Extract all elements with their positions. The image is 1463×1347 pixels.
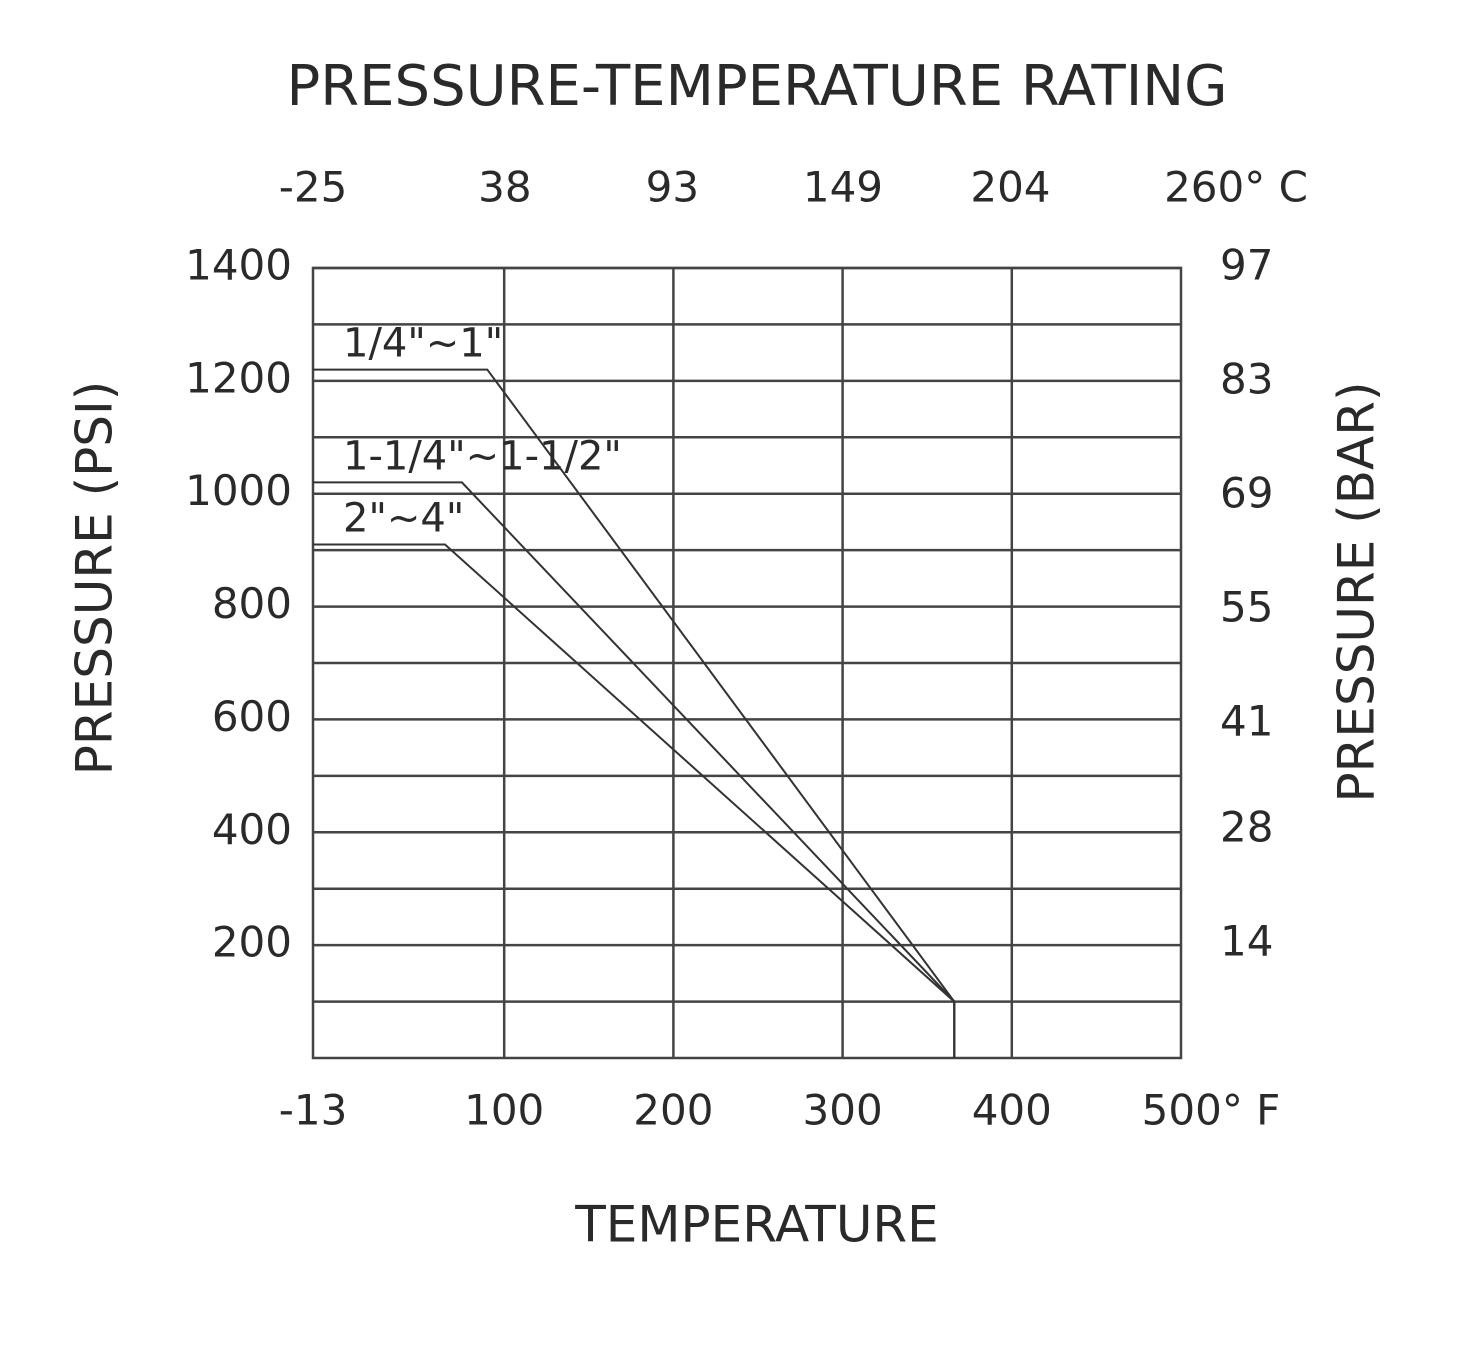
y-tick-label: 400 bbox=[212, 805, 292, 854]
y2-tick-label: 55 bbox=[1220, 583, 1273, 632]
y2-tick-label: 97 bbox=[1220, 241, 1273, 290]
y-tick-label: 1400 bbox=[185, 241, 292, 290]
x2-tick-label: -25 bbox=[279, 163, 348, 212]
x-tick-label: 500° F bbox=[1142, 1086, 1281, 1135]
x2-tick-label: 260° C bbox=[1164, 163, 1308, 212]
y2-tick-label: 28 bbox=[1220, 802, 1273, 851]
y-tick-label: 200 bbox=[212, 918, 292, 967]
x2-tick-label: 204 bbox=[970, 163, 1050, 212]
y2-tick-label: 14 bbox=[1220, 916, 1273, 965]
x2-tick-label: 38 bbox=[478, 163, 531, 212]
y2-tick-label: 41 bbox=[1220, 697, 1273, 746]
series-line bbox=[313, 543, 956, 1058]
y-tick-label: 800 bbox=[212, 579, 292, 628]
y-tick-label: 600 bbox=[212, 692, 292, 741]
series-label: 1/4"~1" bbox=[343, 321, 503, 367]
x2-tick-label: 93 bbox=[646, 163, 699, 212]
y2-axis-title: PRESSURE (BAR) bbox=[1328, 381, 1386, 802]
x-tick-label: 100 bbox=[464, 1086, 544, 1135]
chart-title: PRESSURE-TEMPERATURE RATING bbox=[286, 54, 1227, 119]
y-axis-title: PRESSURE (PSI) bbox=[66, 381, 124, 775]
y-tick-label: 1200 bbox=[185, 353, 292, 402]
series-label: 2"~4" bbox=[343, 496, 464, 542]
y2-tick-label: 69 bbox=[1220, 469, 1273, 518]
x-axis-title: TEMPERATURE bbox=[574, 1196, 939, 1254]
y2-tick-label: 83 bbox=[1220, 355, 1273, 404]
y-tick-label: 1000 bbox=[185, 466, 292, 515]
x-tick-label: 200 bbox=[633, 1086, 713, 1135]
x-tick-label: 300 bbox=[803, 1086, 883, 1135]
x-tick-label: 400 bbox=[972, 1086, 1052, 1135]
series-label: 1-1/4"~1-1/2" bbox=[343, 433, 622, 479]
x-tick-label: -13 bbox=[279, 1086, 348, 1135]
x2-tick-label: 149 bbox=[803, 163, 883, 212]
